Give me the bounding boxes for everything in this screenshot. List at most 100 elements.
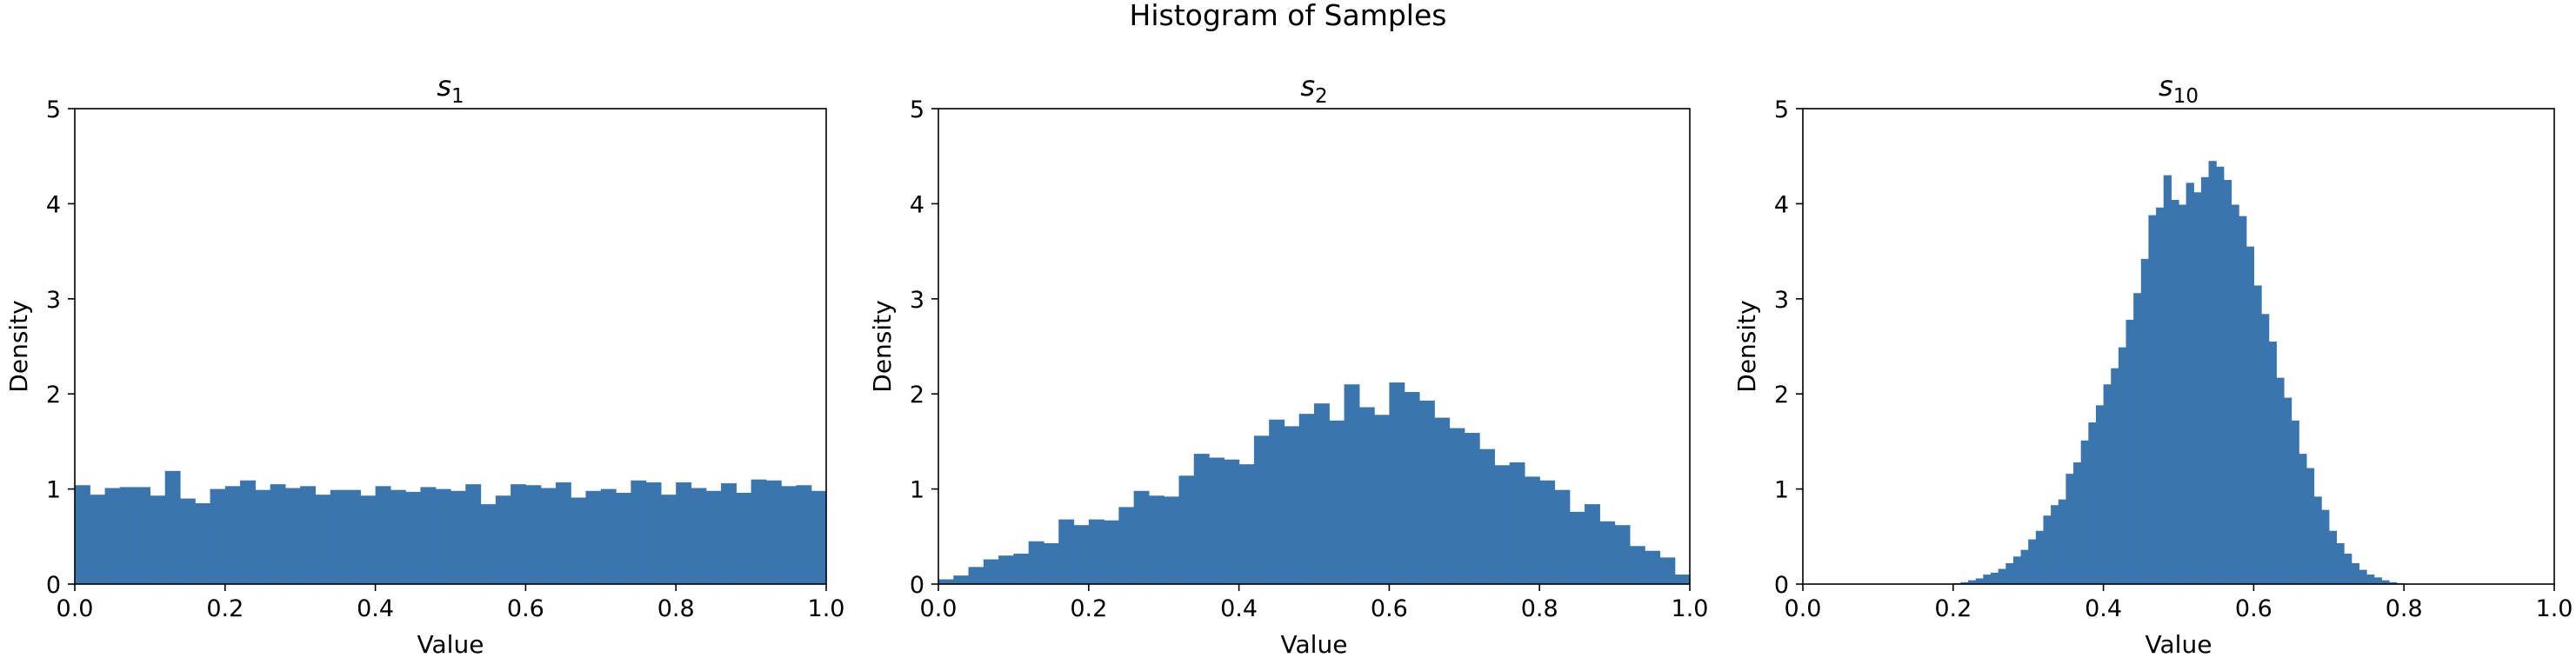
histogram-bar: [660, 495, 677, 584]
y-tick-label: 1: [1774, 477, 1789, 504]
x-tick-label: 0.6: [1371, 595, 1408, 622]
histogram-bar: [691, 488, 707, 584]
histogram-bar: [1133, 490, 1150, 584]
histogram-bar: [2261, 314, 2270, 584]
histogram-bar: [1998, 568, 2006, 584]
histogram-bar: [705, 490, 722, 584]
y-tick-label: 1: [910, 477, 924, 504]
histogram-bar: [255, 489, 271, 584]
histogram-bar: [104, 488, 121, 584]
histogram-bar: [540, 488, 557, 584]
histogram-bar: [2283, 397, 2292, 584]
y-tick-label: 5: [46, 96, 61, 123]
histogram-bar: [1298, 414, 1315, 584]
histogram-bar: [1193, 454, 1210, 584]
x-tick-label: 0.0: [57, 595, 94, 622]
histogram-bar: [1238, 464, 1255, 584]
histogram-bar: [2299, 454, 2307, 584]
y-tick-label: 4: [46, 191, 61, 218]
histogram-bar: [2193, 192, 2202, 584]
histogram-bar: [2012, 556, 2022, 584]
histogram-bar: [781, 486, 797, 584]
histogram-bar: [1178, 475, 1195, 584]
x-tick-label: 0.2: [1070, 595, 1107, 622]
histogram-bar: [2381, 580, 2390, 584]
histogram-bar: [751, 479, 767, 584]
histogram-bar: [1585, 504, 1600, 584]
histogram-bar: [345, 489, 361, 584]
x-tick-label: 0.8: [2386, 595, 2423, 622]
histogram-bar: [450, 490, 466, 584]
histogram-bar: [645, 482, 662, 584]
histogram-bar: [2366, 575, 2375, 584]
y-tick-label: 5: [910, 96, 924, 123]
histogram-bar: [420, 487, 437, 584]
histogram-bar: [1358, 407, 1375, 584]
histogram-bar: [2156, 207, 2165, 584]
x-tick-label: 0.2: [206, 595, 244, 622]
histogram-bar: [736, 492, 752, 584]
histogram-bar: [495, 495, 511, 584]
histogram-bar: [1374, 415, 1390, 584]
histogram-bar: [2065, 474, 2074, 584]
histogram-bar: [1253, 435, 1270, 584]
histogram-bar: [1209, 457, 1225, 584]
y-tick-label: 2: [910, 382, 924, 409]
histogram-bar: [2111, 368, 2119, 584]
histogram-bar: [360, 495, 377, 584]
histogram-bar: [284, 488, 301, 584]
histogram-bar: [1464, 433, 1480, 584]
histogram-bar: [765, 480, 782, 584]
histogram-bar: [2321, 509, 2330, 584]
x-tick-label: 1.0: [1672, 595, 1709, 622]
histogram-bar: [1389, 382, 1405, 584]
histogram-bar: [240, 480, 256, 584]
x-axis-label: Value: [2146, 630, 2212, 659]
histogram-bar: [1404, 392, 1420, 584]
histogram-bar: [2095, 405, 2105, 584]
figure-title: Histogram of Samples: [1130, 0, 1447, 32]
histogram-bar: [2051, 505, 2059, 584]
histogram-bar: [1629, 546, 1645, 584]
histogram-bar: [1494, 465, 1511, 584]
histogram-bar: [1524, 476, 1540, 584]
histogram-bar: [2163, 175, 2172, 584]
histogram-bar: [2208, 161, 2217, 585]
histogram-bar: [2073, 462, 2082, 584]
histogram-bar: [179, 498, 196, 584]
histogram-bar: [983, 559, 999, 584]
histogram-bar: [1599, 521, 1616, 584]
histogram-bar: [1148, 495, 1165, 584]
histogram-bar: [631, 480, 647, 584]
histogram-bar: [2336, 542, 2345, 584]
histogram-bar: [465, 484, 482, 584]
histogram-bar: [330, 489, 346, 584]
histogram-bar: [525, 485, 542, 584]
histogram-bar: [2028, 539, 2037, 584]
y-tick-label: 0: [1774, 572, 1789, 599]
histogram-bar: [2058, 499, 2066, 584]
y-axis-label: Density: [4, 300, 33, 392]
x-tick-label: 0.2: [1934, 595, 1972, 622]
histogram-bar: [938, 579, 954, 584]
histogram-bar: [2239, 216, 2247, 584]
histogram-bar: [2005, 562, 2014, 584]
x-tick-label: 1.0: [2536, 595, 2573, 622]
axes-frame: [74, 108, 827, 585]
x-tick-label: 0.4: [1220, 595, 1258, 622]
histogram-bar: [1991, 572, 1999, 584]
histogram-bar: [2231, 204, 2239, 585]
histogram-bar: [2140, 258, 2150, 584]
histogram-bar: [2291, 420, 2299, 584]
chart-title: s10: [2159, 70, 2199, 108]
histogram-bar: [811, 490, 827, 584]
histogram-bar: [2088, 422, 2097, 584]
histogram-bar: [2276, 377, 2285, 584]
y-tick-label: 0: [910, 572, 924, 599]
histogram-bar: [1028, 541, 1044, 584]
histogram-bar: [2223, 180, 2232, 585]
histogram-bar: [1118, 507, 1135, 584]
x-tick-label: 0.0: [1785, 595, 1822, 622]
chart-title: s1: [437, 70, 464, 108]
